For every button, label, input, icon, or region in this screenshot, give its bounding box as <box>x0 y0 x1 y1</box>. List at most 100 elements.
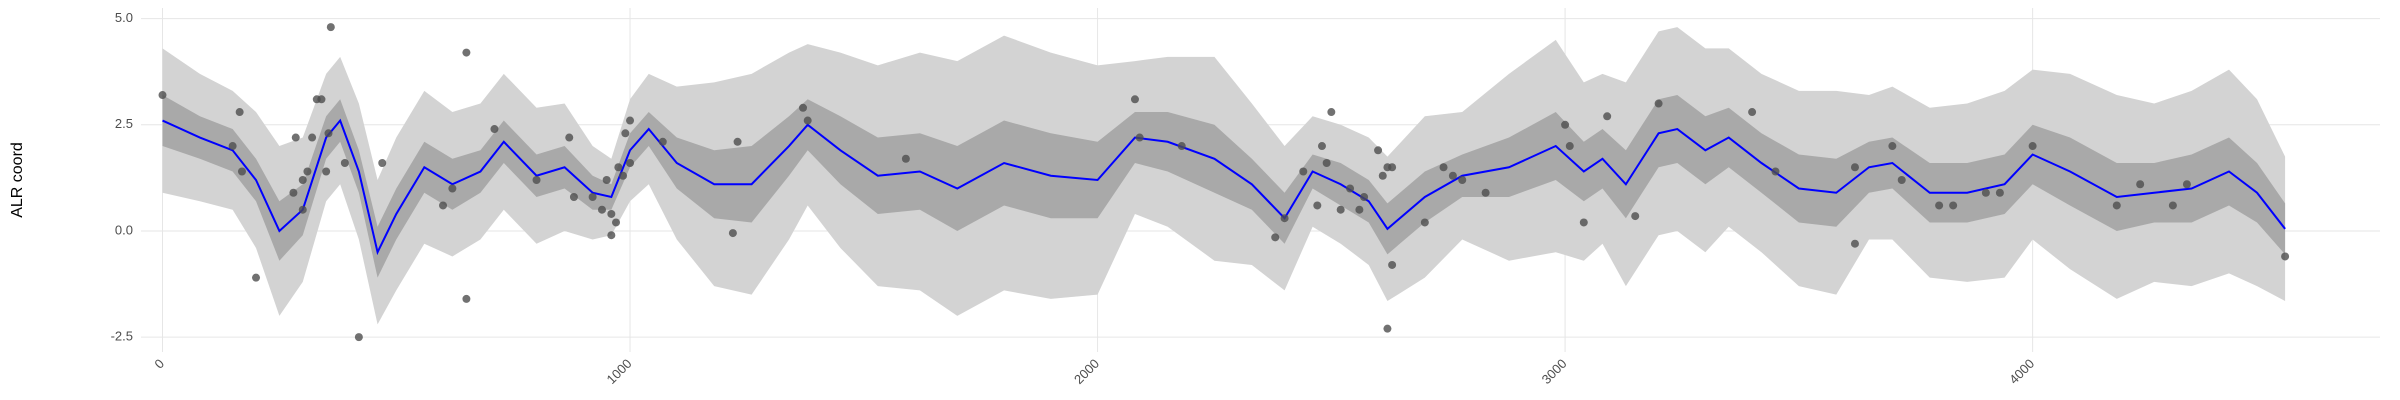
data-point <box>1654 99 1663 108</box>
data-point <box>607 209 616 218</box>
data-point <box>291 133 300 142</box>
data-point <box>354 333 363 342</box>
data-point <box>532 176 541 184</box>
data-point <box>1388 260 1397 269</box>
data-point <box>289 188 298 197</box>
data-point <box>1850 163 1859 172</box>
data-point <box>901 154 910 163</box>
data-point <box>2112 201 2121 210</box>
data-point <box>626 116 635 125</box>
data-point <box>298 205 307 214</box>
data-point <box>1565 142 1574 151</box>
data-point <box>1130 95 1139 104</box>
x-tick-label: 3000 <box>1539 356 1570 387</box>
x-tick-label: 0 <box>151 356 167 372</box>
data-point <box>1280 214 1289 223</box>
data-point <box>448 184 457 193</box>
x-tick-label: 1000 <box>604 356 635 387</box>
data-point <box>298 176 307 184</box>
x-tick-label: 4000 <box>2006 356 2037 387</box>
data-point <box>1897 176 1906 184</box>
data-point <box>1135 133 1144 142</box>
data-point <box>1935 201 1944 210</box>
data-point <box>2136 180 2145 189</box>
data-point <box>1383 324 1392 333</box>
data-point <box>626 159 635 168</box>
data-point <box>324 129 333 138</box>
data-point <box>462 294 471 303</box>
data-point <box>1981 188 1990 197</box>
data-point <box>621 129 630 138</box>
data-point <box>565 133 574 142</box>
data-point <box>803 116 812 125</box>
data-point <box>1888 142 1897 151</box>
data-point <box>588 192 597 201</box>
data-point <box>1388 163 1397 172</box>
mean-line <box>162 118 2286 256</box>
data-point <box>237 167 246 176</box>
data-point <box>378 159 387 168</box>
confidence-band <box>162 95 2286 278</box>
data-point <box>1336 205 1345 214</box>
y-tick-label: -2.5 <box>111 329 133 344</box>
data-point <box>308 133 317 142</box>
data-point <box>1317 142 1326 151</box>
data-point <box>1603 112 1612 121</box>
data-point <box>2182 180 2191 189</box>
data-point <box>1378 171 1387 180</box>
data-point <box>1177 142 1186 151</box>
data-point <box>462 48 471 57</box>
data-point <box>303 167 312 176</box>
data-point <box>602 176 611 184</box>
data-point <box>1481 188 1490 197</box>
data-point <box>2168 201 2177 210</box>
data-point <box>619 171 628 180</box>
data-point <box>1271 233 1280 242</box>
data-point <box>569 192 578 201</box>
data-point <box>326 23 335 32</box>
data-point <box>1439 163 1448 172</box>
data-point <box>1949 201 1958 210</box>
data-point <box>439 201 448 210</box>
x-tick-label: 2000 <box>1071 356 1102 387</box>
data-point <box>317 95 326 104</box>
data-point <box>1313 201 1322 210</box>
data-point <box>158 91 167 100</box>
data-point <box>1346 184 1355 193</box>
data-point <box>1579 218 1588 227</box>
data-point <box>1322 159 1331 168</box>
data-point <box>1771 167 1780 176</box>
data-point <box>228 142 237 151</box>
y-tick-label: 0.0 <box>115 222 133 237</box>
data-point <box>607 231 616 240</box>
data-point <box>799 103 808 112</box>
data-point <box>1420 218 1429 227</box>
data-point <box>490 125 499 134</box>
data-point <box>1458 176 1467 184</box>
data-point <box>1355 205 1364 214</box>
data-point <box>733 137 742 146</box>
data-point <box>252 273 261 282</box>
data-point <box>612 218 621 227</box>
data-point <box>1561 120 1570 129</box>
data-point <box>1748 108 1757 117</box>
data-point <box>728 229 737 238</box>
data-point <box>1448 171 1457 180</box>
data-point <box>1850 239 1859 248</box>
y-axis-label: ALR coord <box>9 142 26 218</box>
data-point <box>597 205 606 214</box>
data-point <box>658 137 667 146</box>
y-tick-label: 5.0 <box>115 10 133 25</box>
data-point <box>1995 188 2004 197</box>
data-point <box>1631 212 1640 221</box>
data-point <box>322 167 331 176</box>
data-point <box>235 108 244 117</box>
data-point <box>1299 167 1308 176</box>
data-point <box>614 163 623 172</box>
data-point <box>2281 252 2290 261</box>
data-point <box>1374 146 1383 155</box>
y-tick-label: 2.5 <box>115 116 133 131</box>
data-point <box>1360 192 1369 201</box>
data-point <box>1327 108 1336 117</box>
